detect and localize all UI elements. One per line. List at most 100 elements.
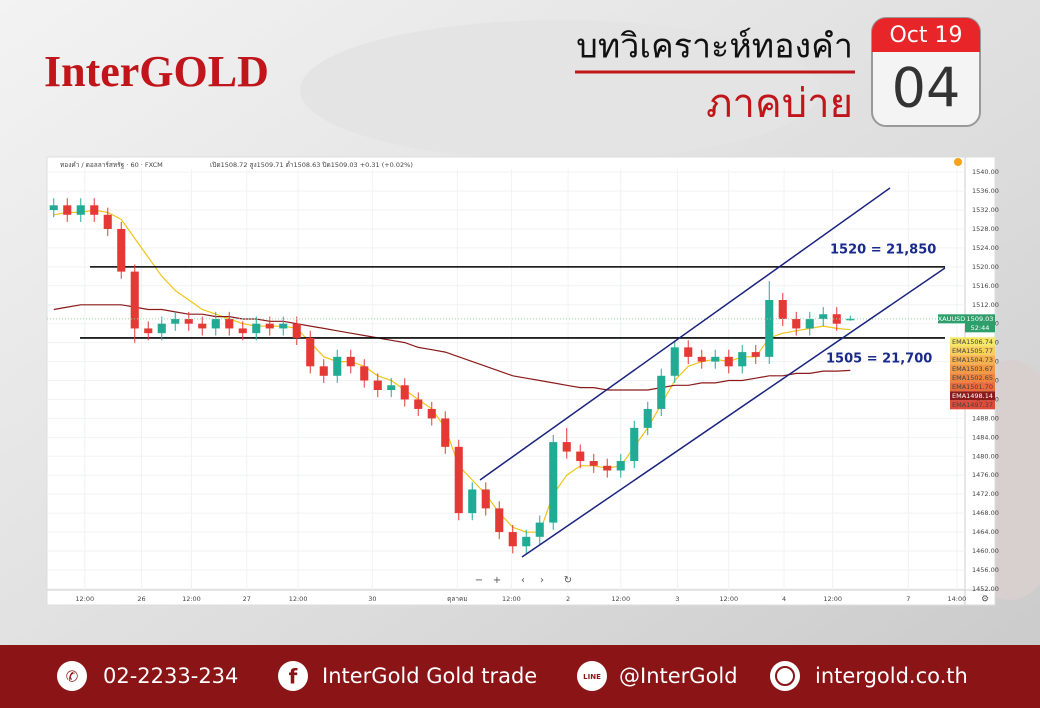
candle-body — [117, 228, 126, 272]
candle-body — [481, 489, 490, 509]
candle-body — [211, 318, 220, 329]
candle-body — [589, 461, 598, 466]
web-icon — [770, 661, 800, 691]
ema-line — [53, 304, 851, 391]
ema-tag-name: EMA — [952, 338, 967, 346]
facebook: InterGold Gold trade — [322, 664, 537, 688]
line-icon — [577, 661, 607, 691]
y-tick-label: 1464.00 — [972, 528, 999, 536]
ema-tag — [950, 400, 995, 410]
x-tick-label: 12:00 — [823, 595, 842, 603]
candle-body — [144, 328, 153, 334]
y-tick-label: 1516.00 — [972, 282, 999, 290]
y-tick-label: 1480.00 — [972, 452, 999, 460]
candle-body — [630, 427, 639, 462]
y-tick-label: 1456.00 — [972, 566, 999, 574]
price-tag — [965, 314, 995, 333]
candle-body — [414, 399, 423, 409]
x-tick-label: 2 — [566, 595, 570, 603]
y-tick-label: 1460.00 — [972, 547, 999, 555]
x-tick-label: 12:00 — [75, 595, 94, 603]
candle-body — [778, 300, 787, 319]
candle-body — [346, 356, 355, 367]
scroll-left[interactable]: ‹ — [521, 575, 525, 586]
candle-body — [819, 314, 828, 319]
alert-icon[interactable] — [954, 158, 962, 166]
candle-body — [765, 300, 774, 357]
candle-body — [670, 347, 679, 376]
logo: InterGOLD — [44, 47, 269, 96]
candle-body — [333, 356, 342, 376]
candle-body — [751, 352, 760, 357]
candle-body — [306, 337, 315, 367]
ema-tag-value: 1501.70 — [966, 383, 993, 391]
ema-tag — [950, 337, 995, 347]
candle-body — [468, 489, 477, 514]
ema-tag — [950, 382, 995, 392]
countdown: 52:44 — [971, 324, 990, 332]
y-tick-label: 1540.00 — [972, 168, 999, 176]
candle-body — [252, 323, 261, 334]
settings-icon[interactable]: ⚙ — [981, 595, 989, 605]
candle-body — [400, 385, 409, 400]
calendar-day: 04 — [892, 57, 961, 120]
line-id: @InterGold — [619, 664, 738, 688]
candle-body — [49, 205, 58, 211]
x-tick-label: 12:00 — [289, 595, 308, 603]
candle-body — [63, 205, 72, 215]
candle-body — [792, 318, 801, 329]
phone-glyph: ✆ — [66, 668, 79, 686]
candle-body — [130, 271, 139, 329]
y-tick-label: 1452.00 — [972, 585, 999, 593]
y-tick-label: 1532.00 — [972, 206, 999, 214]
candle-body — [603, 465, 612, 471]
reset[interactable]: ↻ — [564, 575, 572, 586]
price-name: XAUUSD — [938, 315, 966, 323]
candle-body — [103, 214, 112, 229]
x-tick-label: 12:00 — [719, 595, 738, 603]
ema-tag-name: EMA — [952, 347, 967, 355]
symbol: ทองคำ / ดอลลาร์สหรัฐ · 60 · FXCM — [60, 161, 163, 169]
ema-tag — [950, 355, 995, 365]
candle-body — [76, 205, 85, 215]
candle-body — [495, 508, 504, 533]
candle-body — [805, 318, 814, 329]
channel-upper — [479, 187, 891, 481]
candle-body — [549, 442, 558, 523]
candle-body — [724, 356, 733, 367]
candle-body — [387, 385, 396, 390]
ema-tag-value: 1503.67 — [966, 365, 993, 373]
candle-body — [616, 461, 625, 471]
candle-body — [697, 356, 706, 362]
x-tick-label: 26 — [137, 595, 145, 603]
level-label: 1505 = 21,700 — [826, 351, 932, 366]
ema-tag — [950, 373, 995, 383]
chart: 1540.00 1536.00 1532.00 1528.00 1524.00 1520.… — [47, 168, 999, 603]
ema-tag-value: 1502.65 — [966, 374, 993, 382]
ema-tag-name: EMA — [952, 383, 967, 391]
y-tick-label: 1536.00 — [972, 187, 999, 195]
scroll-right[interactable]: › — [540, 575, 544, 586]
x-tick-label: 7 — [906, 595, 910, 603]
line-glyph: LINE — [583, 673, 601, 681]
ema-tag-value: 1497.37 — [966, 401, 993, 409]
candle-body — [319, 366, 328, 376]
channel-lower — [521, 267, 946, 558]
y-tick-label: 1468.00 — [972, 509, 999, 517]
candle-body — [535, 522, 544, 537]
candle-body — [292, 323, 301, 338]
subtitle: ภาคบ่าย — [706, 81, 853, 127]
candle-body — [157, 323, 166, 334]
candle-body — [279, 323, 288, 329]
calendar-month: Oct 19 — [889, 23, 962, 48]
zoom-in[interactable]: + — [493, 575, 501, 586]
zoom-out[interactable]: − — [475, 575, 483, 586]
y-tick-label: 1528.00 — [972, 225, 999, 233]
candle-body — [184, 318, 193, 324]
candle-body — [265, 323, 274, 329]
candle-body — [643, 408, 652, 428]
calendar-top — [872, 18, 980, 52]
ema-tag-value: 1506.74 — [966, 338, 993, 346]
title: บทวิเคราะห์ทองคำ — [576, 27, 853, 67]
